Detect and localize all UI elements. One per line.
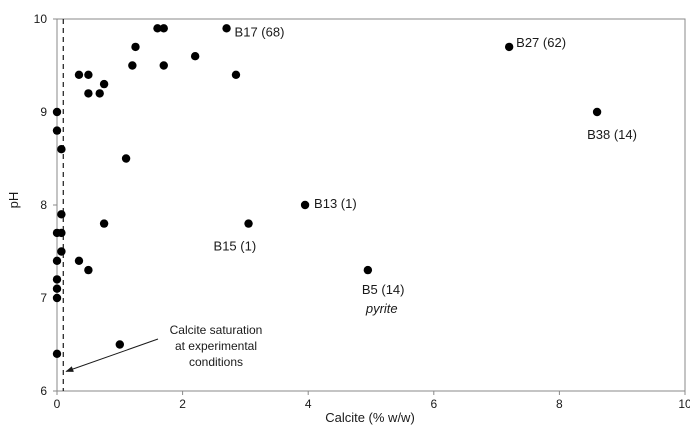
data-point (231, 70, 241, 80)
data-point (121, 154, 131, 163)
data-point (190, 52, 200, 61)
x-ticks: 0 2 4 6 8 10 (54, 391, 690, 411)
point-label: B17 (68) (235, 24, 285, 39)
y-tick-label: 8 (40, 198, 47, 212)
data-point (52, 349, 62, 358)
point-labels: B17 (68) B27 (62) B38 (14) B13 (1) B15 (1) B5… (214, 24, 637, 316)
x-axis-label: Calcite (% w/w) (325, 410, 415, 425)
data-point (84, 265, 93, 275)
data-point (52, 107, 62, 117)
data-point (592, 107, 602, 117)
data-point (57, 228, 66, 238)
point-label: B38 (14) (587, 127, 637, 142)
point-label: B13 (1) (314, 196, 357, 211)
data-point (159, 61, 168, 70)
y-tick-label: 10 (34, 12, 48, 26)
data-point (244, 219, 253, 228)
point-label: B15 (1) (214, 239, 257, 254)
data-point (504, 42, 514, 52)
data-point (57, 210, 66, 219)
annotation-arrow (65, 338, 159, 372)
data-point (99, 79, 109, 89)
x-tick-label: 6 (430, 397, 437, 411)
y-tick-label: 6 (40, 384, 47, 398)
data-point (128, 61, 137, 70)
data-point (52, 256, 62, 265)
y-ticks: 6 7 8 9 10 (34, 12, 57, 398)
data-point (131, 42, 140, 52)
point-label: B27 (62) (516, 35, 566, 50)
data-point (84, 89, 93, 98)
data-point (95, 89, 104, 98)
data-point (52, 284, 62, 293)
data-point (74, 70, 84, 80)
y-axis-label: pH (6, 192, 21, 209)
data-point (74, 256, 84, 265)
data-point (57, 247, 66, 256)
point-sublabel: pyrite (365, 301, 398, 316)
saturation-annotation: Calcite saturation at experimental conditi… (65, 323, 263, 372)
data-points (52, 24, 602, 358)
annotation-line: at experimental (175, 339, 257, 353)
y-tick-label: 7 (40, 291, 47, 305)
data-point (57, 145, 66, 154)
plot-frame (56, 18, 686, 392)
data-point (153, 24, 162, 33)
data-point (115, 340, 125, 349)
x-tick-label: 2 (179, 397, 186, 411)
x-tick-label: 8 (556, 397, 563, 411)
data-point (52, 275, 62, 284)
point-label: B5 (14) (362, 282, 405, 297)
data-point (300, 200, 310, 210)
data-point (363, 265, 373, 275)
x-tick-label: 0 (54, 397, 61, 411)
x-tick-label: 10 (678, 397, 690, 411)
data-point (99, 219, 109, 228)
annotation-line: conditions (189, 355, 243, 369)
axes (56, 18, 686, 392)
data-point (52, 293, 62, 303)
data-point (52, 126, 62, 135)
data-point (84, 70, 93, 80)
y-tick-label: 9 (40, 105, 47, 119)
data-point (222, 24, 231, 33)
data-point (159, 24, 168, 33)
annotation-line: Calcite saturation (170, 323, 263, 337)
x-tick-label: 4 (305, 397, 312, 411)
